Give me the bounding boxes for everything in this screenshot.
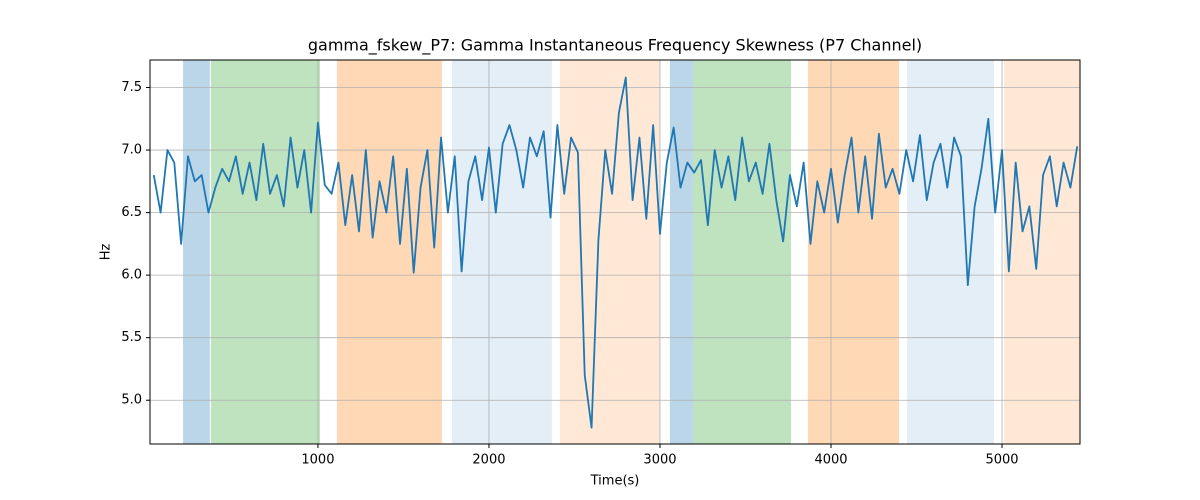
y-tick-label: 5.0 [121,393,142,408]
shaded-span [906,60,994,444]
y-tick-label: 6.5 [121,205,142,220]
shaded-span [692,60,791,444]
y-tick-label: 7.5 [121,80,142,95]
y-tick-label: 5.5 [121,330,142,345]
axes: 1000 2000 3000 4000 5000 5.0 5.5 6.0 6.5 7.0 7.5 [121,59,1081,468]
y-axis-label: Hz [99,244,114,261]
shaded-span [807,60,900,444]
shaded-span [1004,60,1080,444]
shaded-span [452,60,552,444]
x-tick-label: 5000 [985,453,1018,468]
x-tick-label: 3000 [643,453,676,468]
shaded-span [559,60,660,444]
chart-title: gamma_fskew_P7: Gamma Instantaneous Freq… [308,36,922,56]
plot-frame [149,59,1081,445]
shaded-span [183,60,210,444]
shaded-span [210,60,320,444]
x-tick-label: 2000 [472,453,505,468]
y-tick-label: 7.0 [121,143,142,158]
y-tick-label: 6.0 [121,268,142,283]
x-axis-label: Time(s) [590,474,640,489]
x-tick-label: 1000 [301,453,334,468]
spans [183,60,1080,444]
data-line [152,76,1079,429]
x-tick-label: 4000 [814,453,847,468]
shaded-span [669,60,693,444]
shaded-span [336,60,442,444]
plot [152,76,1079,429]
